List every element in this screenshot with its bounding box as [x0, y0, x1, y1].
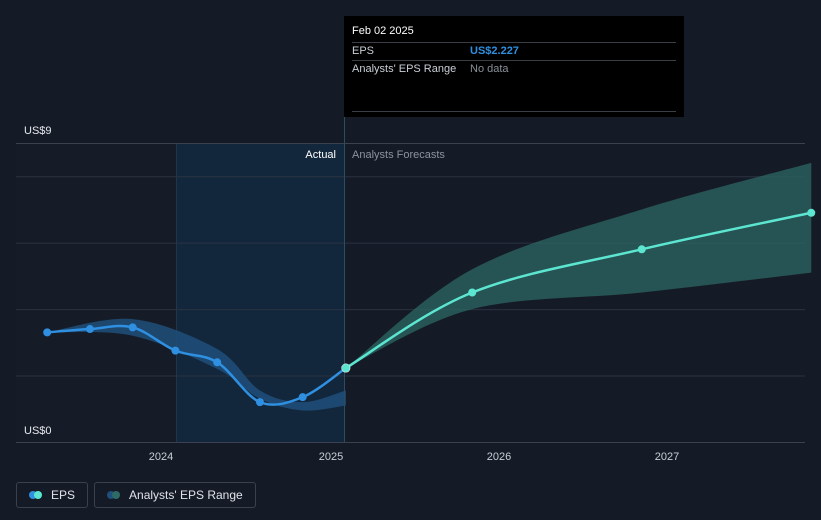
legend-eps-button[interactable]: EPS [16, 482, 89, 508]
tooltip-eps-value: US$2.227 [470, 45, 519, 57]
range-band [345, 162, 812, 369]
tooltip-range-row: Analysts' EPS Range No data [352, 60, 676, 78]
series-points [43, 208, 816, 407]
gridlines [16, 143, 805, 443]
x-tick-2026: 2026 [487, 451, 511, 463]
legend-eps-label: EPS [51, 488, 76, 502]
forecast-label: Analysts Forecasts [352, 149, 445, 161]
data-point [807, 208, 816, 217]
tooltip-date: Feb 02 2025 [352, 25, 414, 37]
data-point [171, 346, 180, 355]
x-tick-2024: 2024 [149, 451, 173, 463]
hover-tooltip: Feb 02 2025 EPS US$2.227 Analysts' EPS R… [344, 16, 684, 117]
tooltip-eps-row: EPS US$2.227 [352, 42, 676, 60]
y-tick-min: US$0 [24, 425, 52, 437]
range-band [47, 318, 346, 411]
data-point [128, 323, 137, 332]
tooltip-divider [352, 111, 676, 112]
chart-legend: EPS Analysts' EPS Range [16, 482, 256, 508]
past-region [16, 143, 176, 442]
data-point [85, 325, 94, 334]
range-bands [47, 162, 812, 411]
tooltip-range-label: Analysts' EPS Range [352, 63, 457, 75]
data-point [43, 328, 52, 337]
legend-range-button[interactable]: Analysts' EPS Range [94, 482, 256, 508]
y-tick-max: US$9 [24, 125, 52, 137]
tooltip-eps-label: EPS [352, 45, 375, 57]
range-swatch-icon [107, 491, 121, 499]
actual-label: Actual [305, 149, 336, 161]
data-point [255, 398, 264, 407]
legend-range-label: Analysts' EPS Range [129, 488, 243, 502]
tooltip-range-value: No data [470, 63, 509, 75]
data-point [213, 358, 222, 367]
series-line [345, 211, 812, 370]
data-point [468, 288, 477, 297]
data-point [298, 393, 307, 402]
eps-swatch-icon [29, 491, 43, 499]
x-tick-2025: 2025 [319, 451, 343, 463]
data-point [637, 245, 646, 254]
data-point [341, 364, 350, 373]
x-tick-2027: 2027 [655, 451, 679, 463]
